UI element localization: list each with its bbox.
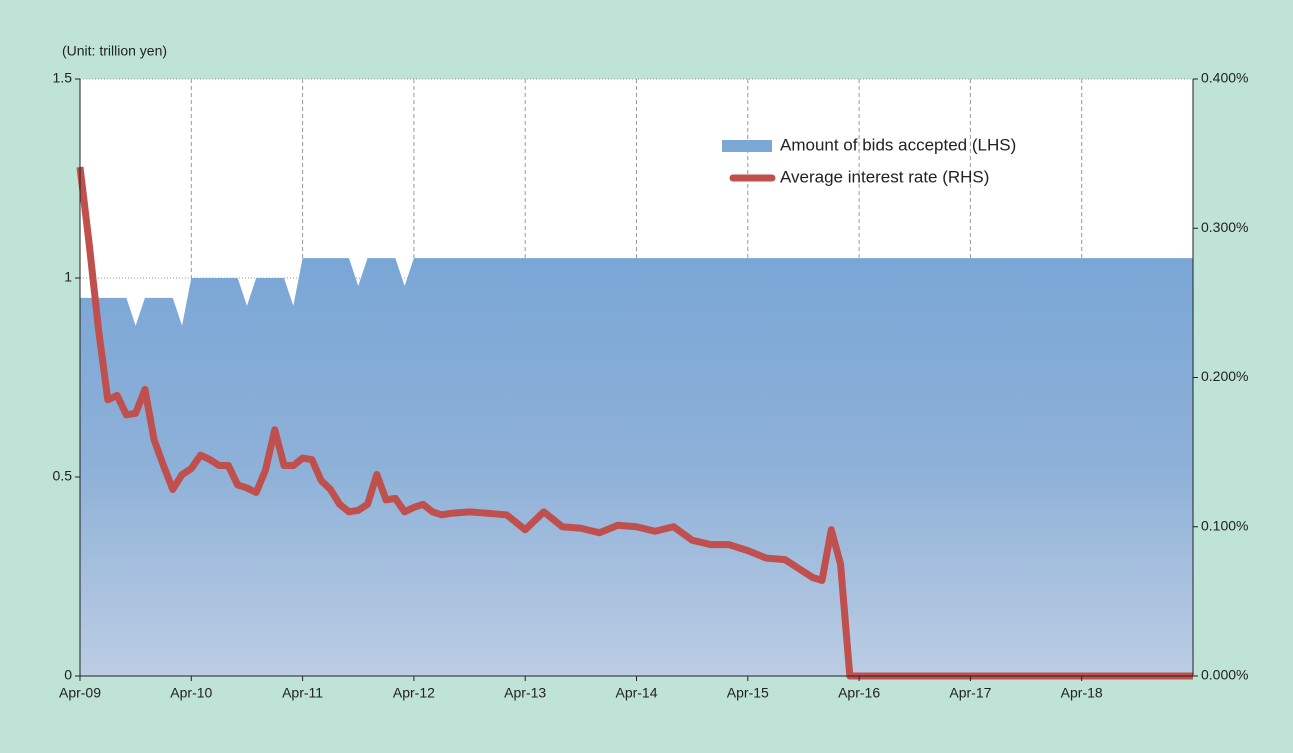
x-tick-label: Apr-14	[615, 685, 657, 701]
y-tick-label: 0.5	[53, 468, 73, 484]
y-tick-label: 1.5	[53, 70, 73, 86]
y2-tick-label: 0.200%	[1201, 368, 1248, 384]
y2-tick-label: 0.300%	[1201, 219, 1248, 235]
legend-label: Amount of bids accepted (LHS)	[780, 135, 1016, 154]
area	[80, 258, 1193, 676]
x-tick-label: Apr-12	[393, 685, 435, 701]
x-tick-label: Apr-15	[727, 685, 769, 701]
legend-label: Average interest rate (RHS)	[780, 167, 989, 186]
y-tick-label: 1	[64, 269, 72, 285]
y-tick-label: 0	[64, 667, 72, 683]
x-tick-label: Apr-16	[838, 685, 880, 701]
x-tick-label: Apr-18	[1061, 685, 1103, 701]
y2-tick-label: 0.000%	[1201, 667, 1248, 683]
x-tick-label: Apr-11	[282, 685, 323, 701]
y2-tick-label: 0.400%	[1201, 70, 1248, 86]
y2-tick-label: 0.100%	[1201, 517, 1248, 533]
line	[76, 166, 1193, 680]
x-tick-label: Apr-09	[59, 685, 101, 701]
legend-swatch	[722, 140, 772, 152]
x-tick-label: Apr-17	[949, 685, 991, 701]
x-tick-label: Apr-10	[170, 685, 212, 701]
x-tick-label: Apr-13	[504, 685, 546, 701]
unit-label: (Unit: trillion yen)	[62, 43, 167, 59]
